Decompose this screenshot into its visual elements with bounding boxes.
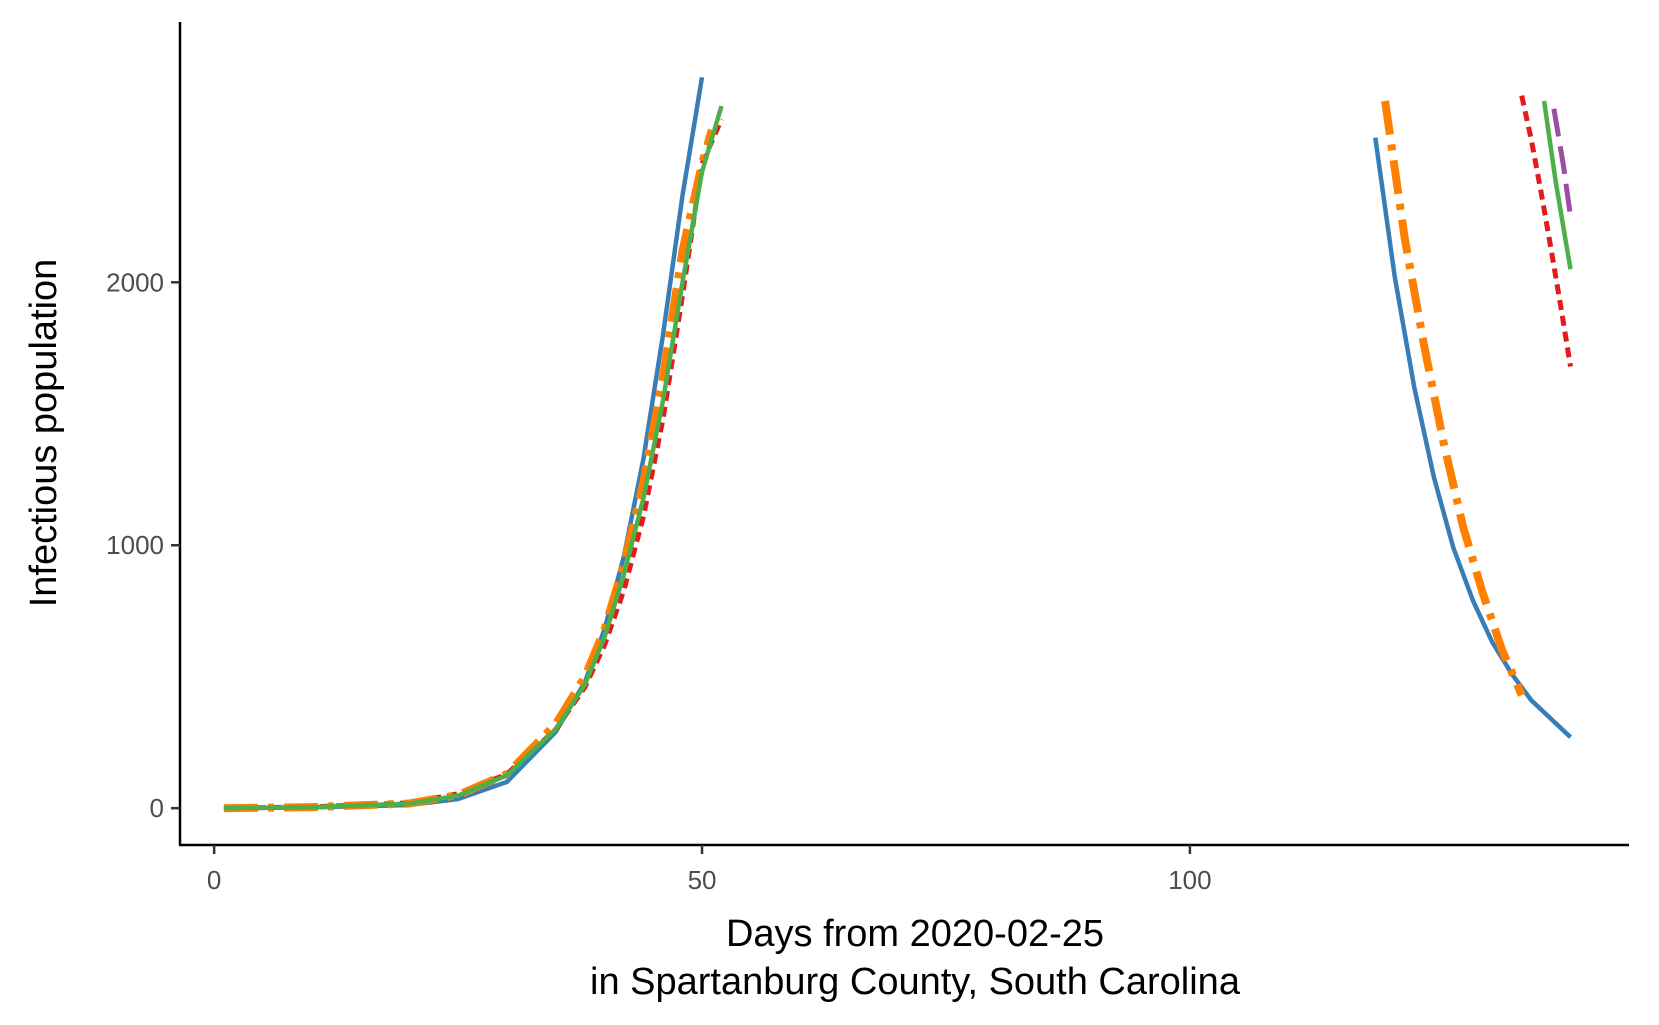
x-axis-title-line2: in Spartanburg County, South Carolina [590,961,1241,1003]
series-4-line-segment-2 [1541,100,1573,270]
series-3-line-segment-1 [223,128,716,813]
y-tick-label: 0 [150,793,164,823]
y-tick-label: 2000 [106,267,164,297]
x-axis-title-line1: Days from 2020-02-25 [726,913,1104,955]
plot-area [223,76,1573,813]
series-2-line-segment-2 [1519,95,1573,367]
x-axis-ticks: 0 50 100 [207,845,1212,895]
series-3-line-segment-2 [1381,100,1526,697]
y-tick-label: 1000 [106,530,164,560]
series-5-line-segment-1 [1551,108,1573,217]
x-tick-label: 0 [207,865,221,895]
series-4-line-segment-1 [223,105,724,811]
y-axis-ticks: 0 1000 2000 [106,267,180,823]
series-2-line-segment-1 [223,118,724,811]
y-axis-title: Infectious population [23,259,65,608]
series-1-line-segment-2 [1373,137,1573,739]
series-1-line-segment-1 [223,76,705,811]
x-tick-label: 50 [688,865,717,895]
x-tick-label: 100 [1168,865,1211,895]
